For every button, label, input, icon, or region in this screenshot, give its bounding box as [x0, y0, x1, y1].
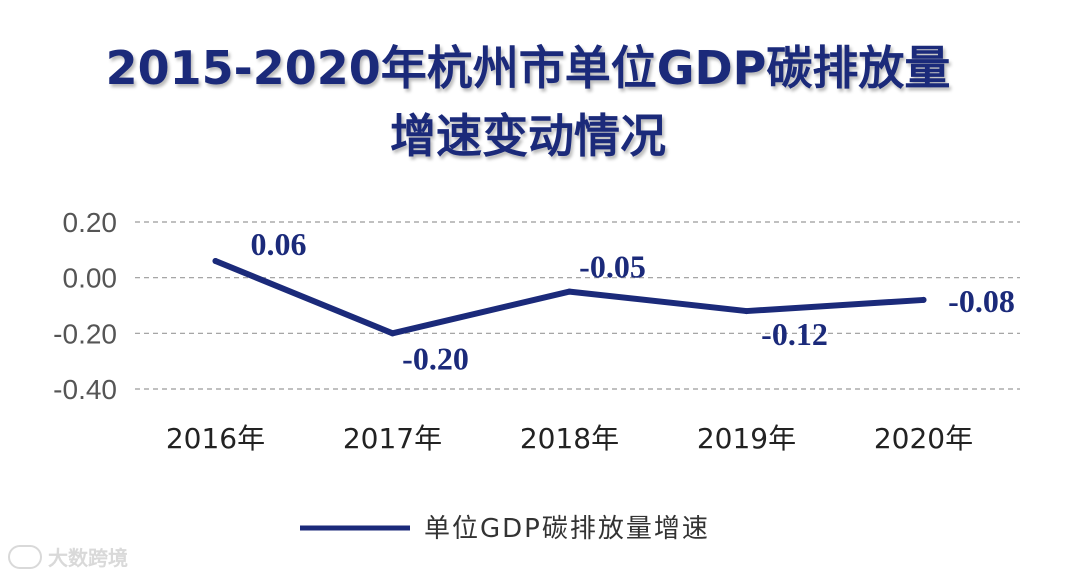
- y-tick-label: 0.20: [63, 207, 118, 238]
- watermark-logo-icon: [8, 544, 42, 569]
- y-tick-label: -0.20: [53, 318, 117, 349]
- data-label: -0.20: [402, 340, 469, 376]
- y-tick-label: 0.00: [63, 263, 118, 294]
- legend: 单位GDP碳排放量增速: [300, 514, 710, 544]
- x-tick-label: 2016年: [166, 422, 265, 455]
- data-label: -0.08: [948, 283, 1015, 319]
- data-point: [743, 308, 750, 315]
- chart-title-line2: 增速变动情况: [390, 109, 666, 163]
- x-tick-label: 2017年: [343, 422, 442, 455]
- data-label: -0.05: [579, 249, 646, 285]
- data-point: [389, 330, 396, 337]
- y-tick-label: -0.40: [53, 374, 117, 405]
- data-point: [212, 257, 219, 264]
- data-label: -0.12: [761, 316, 828, 352]
- y-axis-ticks: 0.20 0.00 -0.20 -0.40: [53, 207, 117, 405]
- x-axis-ticks: 2016年 2017年 2018年 2019年 2020年: [166, 422, 973, 455]
- watermark-text: 大数跨境: [48, 546, 128, 570]
- x-tick-label: 2019年: [697, 422, 796, 455]
- x-tick-label: 2018年: [520, 422, 619, 455]
- data-point: [920, 296, 927, 303]
- watermark: 大数跨境: [8, 542, 128, 571]
- series-group: [212, 257, 927, 337]
- legend-label: 单位GDP碳排放量增速: [424, 514, 710, 544]
- data-point: [566, 288, 573, 295]
- chart-title-line1: 2015-2020年杭州市单位GDP碳排放量: [105, 41, 951, 95]
- data-labels: 0.06 -0.20 -0.05 -0.12 -0.08: [251, 226, 1015, 376]
- x-tick-label: 2020年: [874, 422, 973, 455]
- gridlines: [135, 221, 1020, 390]
- data-label: 0.06: [251, 226, 307, 262]
